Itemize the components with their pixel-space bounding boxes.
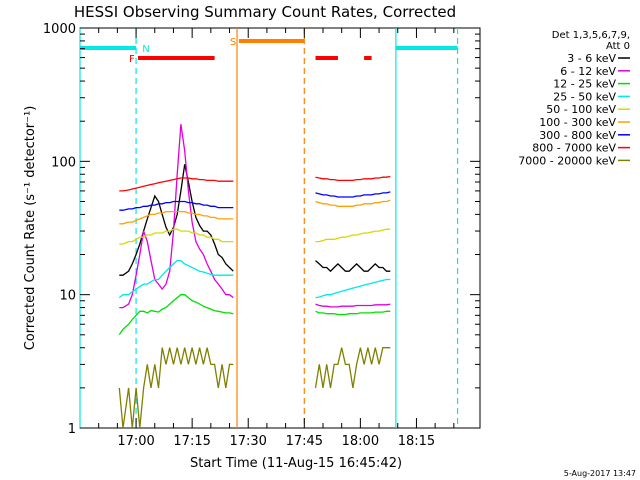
series-line	[118, 347, 234, 429]
series-line	[315, 260, 391, 273]
series-line	[119, 164, 234, 276]
status-bars: NF S	[80, 37, 458, 65]
status-bar-label: F	[129, 54, 135, 65]
legend-entry-label: 6 - 12 keV	[560, 65, 616, 78]
y-tick-label: 10	[59, 289, 76, 304]
legend-entry-label: 3 - 6 keV	[567, 52, 616, 65]
y-tick-label: 1000	[43, 22, 76, 37]
x-tick-label: 17:45	[286, 434, 323, 449]
series-line	[315, 191, 391, 198]
legend-entry-label: 800 - 7000 keV	[532, 142, 616, 155]
legend-entry-label: 25 - 50 keV	[553, 90, 616, 103]
legend-entry-label: 7000 - 20000 keV	[518, 154, 616, 167]
x-axis-label: Start Time (11-Aug-15 16:45:42)	[190, 456, 402, 471]
series-line	[119, 210, 234, 225]
footer-stamp: 5-Aug-2017 13:47	[564, 469, 636, 478]
x-tick-label: 18:15	[398, 434, 435, 449]
series-line	[315, 303, 391, 308]
series-line	[119, 200, 234, 211]
series-line	[315, 175, 391, 182]
x-tick-label: 17:15	[173, 434, 210, 449]
series-line	[315, 310, 391, 316]
axes: 1 10 100 1000 17:00 17:15 17:30 17:45 18:00 18:15	[43, 22, 480, 449]
series-line	[315, 199, 391, 207]
series-line	[315, 278, 391, 299]
series-line	[119, 124, 234, 309]
legend-entry-label: 300 - 800 keV	[539, 129, 616, 142]
legend-header: Att 0	[606, 41, 630, 52]
y-tick-label: 1	[68, 422, 76, 437]
legend-entry-label: 12 - 25 keV	[553, 78, 616, 91]
series-line	[119, 177, 234, 192]
series-line	[118, 259, 234, 299]
x-tick-label: 18:00	[342, 434, 379, 449]
series-line	[119, 228, 234, 245]
legend-entry-label: 100 - 300 keV	[539, 116, 616, 129]
vertical-markers	[79, 28, 459, 428]
legend-header: Det 1,3,5,6,7,9,	[552, 30, 630, 41]
series-line	[118, 294, 234, 336]
y-axis-label: Corrected Count Rate (s⁻¹ detector⁻¹)	[23, 106, 38, 351]
status-bar-label: N	[142, 44, 149, 55]
series-line	[315, 228, 391, 243]
x-tick-label: 17:00	[117, 434, 154, 449]
legend-entry-label: 50 - 100 keV	[546, 103, 616, 116]
x-tick-label: 17:30	[229, 434, 266, 449]
series-line	[314, 347, 391, 389]
chart-title: HESSI Observing Summary Count Rates, Cor…	[74, 3, 456, 21]
y-tick-label: 100	[51, 155, 76, 170]
status-bar-label: S	[230, 37, 236, 48]
series-lines	[118, 124, 391, 429]
